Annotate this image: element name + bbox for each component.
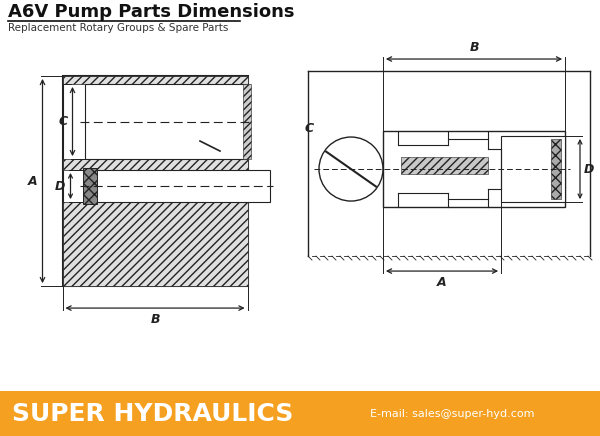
Bar — [85, 170, 269, 202]
Bar — [242, 84, 251, 159]
Bar — [401, 157, 488, 174]
Circle shape — [319, 137, 383, 201]
Bar — [62, 76, 248, 84]
Text: D: D — [55, 180, 65, 193]
Bar — [383, 131, 565, 207]
Text: A6V Pump Parts Dimensions: A6V Pump Parts Dimensions — [8, 3, 295, 21]
Text: A: A — [437, 276, 447, 289]
Text: D: D — [584, 163, 595, 176]
Text: B: B — [469, 41, 479, 54]
Bar — [62, 202, 248, 286]
Text: E-mail: sales@super-hyd.com: E-mail: sales@super-hyd.com — [370, 409, 535, 419]
Text: C: C — [305, 122, 314, 135]
Bar — [83, 168, 97, 204]
Bar — [62, 159, 248, 170]
Text: B: B — [150, 313, 160, 326]
Text: A: A — [28, 174, 37, 187]
Bar — [62, 76, 248, 286]
Bar — [551, 139, 561, 199]
Text: SUPER HYDRAULICS: SUPER HYDRAULICS — [12, 402, 293, 426]
Bar — [501, 136, 565, 202]
Text: Replacement Rotary Groups & Spare Parts: Replacement Rotary Groups & Spare Parts — [8, 23, 229, 33]
Bar — [85, 84, 248, 159]
Text: C: C — [58, 115, 67, 128]
